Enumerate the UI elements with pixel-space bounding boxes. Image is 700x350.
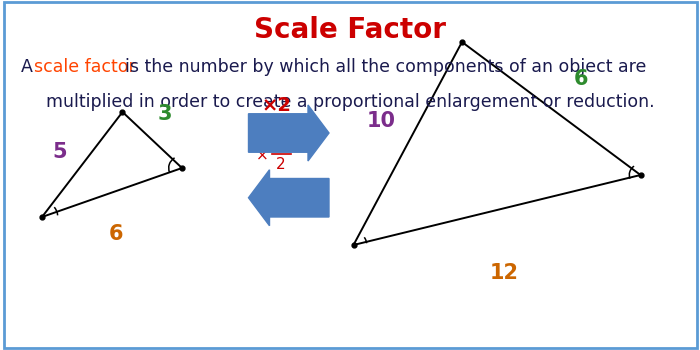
Text: 10: 10 (367, 111, 396, 131)
Text: 2: 2 (276, 157, 286, 172)
Text: 6: 6 (574, 69, 588, 89)
Text: A: A (21, 58, 38, 76)
Text: ×2: ×2 (262, 96, 291, 114)
Text: 1: 1 (276, 136, 286, 151)
Text: multiplied in order to create a proportional enlargement or reduction.: multiplied in order to create a proporti… (46, 93, 655, 111)
Text: scale factor: scale factor (34, 58, 135, 76)
Text: 12: 12 (489, 263, 519, 283)
Text: Scale Factor: Scale Factor (254, 16, 446, 44)
Text: is the number by which all the components of an object are: is the number by which all the component… (125, 58, 646, 76)
Polygon shape (248, 170, 329, 226)
Text: 5: 5 (52, 142, 66, 162)
Text: ×: × (256, 148, 269, 163)
Text: 6: 6 (108, 224, 122, 245)
Polygon shape (248, 105, 329, 161)
Text: 3: 3 (158, 104, 172, 124)
